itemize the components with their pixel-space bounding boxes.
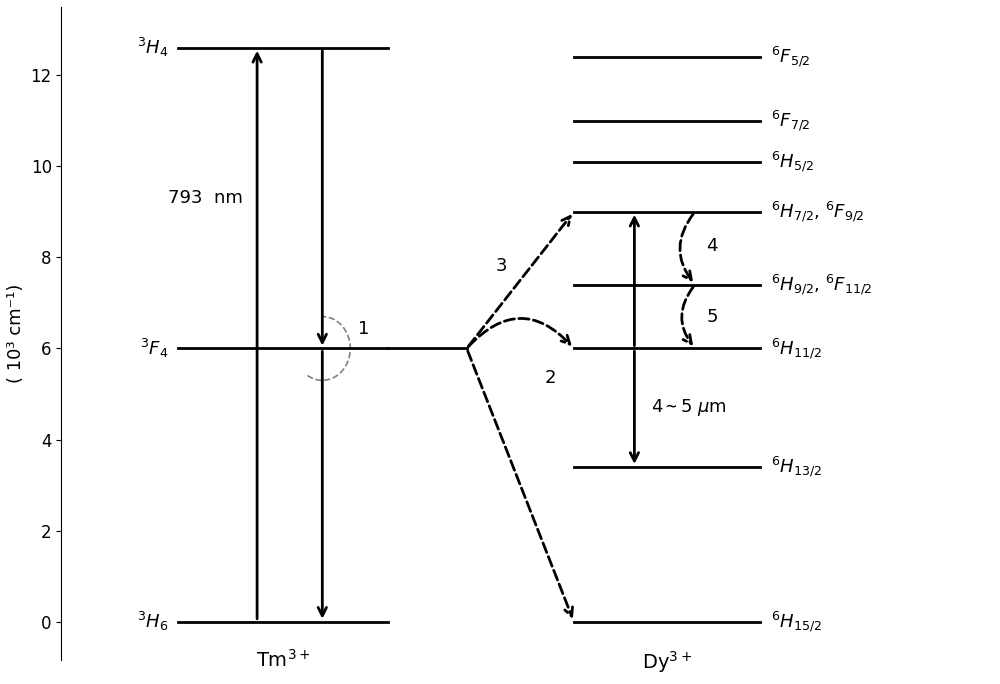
Text: 793  nm: 793 nm <box>168 189 243 207</box>
Text: $^6H_{13/2}$: $^6H_{13/2}$ <box>771 454 822 479</box>
Y-axis label: ( 10³ cm⁻¹): ( 10³ cm⁻¹) <box>7 284 25 383</box>
Text: 4: 4 <box>706 237 718 255</box>
Text: 2: 2 <box>545 369 556 387</box>
Text: $^6H_{7/2}$, $^6F_{9/2}$: $^6H_{7/2}$, $^6F_{9/2}$ <box>771 200 865 224</box>
Text: $^6F_{5/2}$: $^6F_{5/2}$ <box>771 44 811 69</box>
Text: $^3F_4$: $^3F_4$ <box>140 337 169 360</box>
Text: $^3H_6$: $^3H_6$ <box>137 610 169 633</box>
Text: $^6H_{9/2}$, $^6F_{11/2}$: $^6H_{9/2}$, $^6F_{11/2}$ <box>771 272 873 297</box>
Text: $^6H_{15/2}$: $^6H_{15/2}$ <box>771 609 822 634</box>
Text: 1: 1 <box>358 320 369 339</box>
Text: Dy$^{3+}$: Dy$^{3+}$ <box>642 649 692 675</box>
Text: $^6H_{11/2}$: $^6H_{11/2}$ <box>771 336 822 360</box>
Text: 5: 5 <box>706 308 718 326</box>
Text: $^6F_{7/2}$: $^6F_{7/2}$ <box>771 109 811 133</box>
Text: 3: 3 <box>495 256 507 274</box>
Text: $^6H_{5/2}$: $^6H_{5/2}$ <box>771 149 814 174</box>
Text: Tm$^{3+}$: Tm$^{3+}$ <box>256 649 310 671</box>
Text: $^3H_4$: $^3H_4$ <box>137 36 169 60</box>
Text: 4$\mathtt{\sim}$5 $\mu$m: 4$\mathtt{\sim}$5 $\mu$m <box>651 397 727 418</box>
